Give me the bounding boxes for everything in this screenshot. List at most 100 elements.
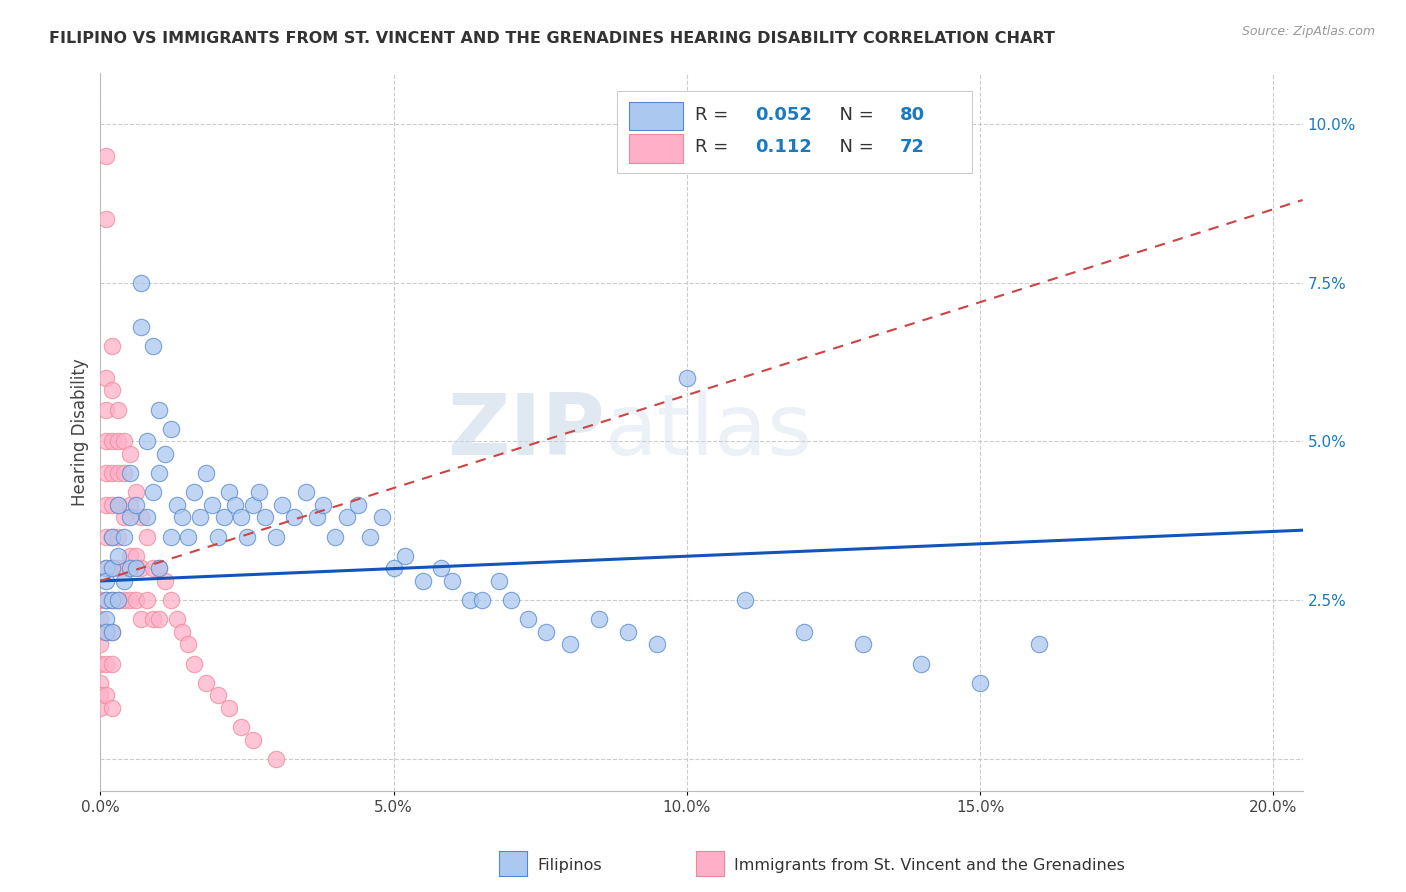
Point — [101, 466, 124, 480]
Point — [96, 498, 118, 512]
Point — [166, 498, 188, 512]
Point — [136, 529, 159, 543]
Point — [107, 593, 129, 607]
Point — [96, 624, 118, 639]
Point — [159, 593, 181, 607]
Point — [112, 510, 135, 524]
Point — [96, 593, 118, 607]
Point — [107, 466, 129, 480]
Point — [131, 612, 153, 626]
Point — [101, 701, 124, 715]
Point — [307, 510, 329, 524]
Point — [394, 549, 416, 563]
Point — [101, 624, 124, 639]
Point — [96, 657, 118, 671]
Point — [1028, 638, 1050, 652]
Point — [101, 593, 124, 607]
Point — [166, 612, 188, 626]
Point — [153, 447, 176, 461]
Point — [188, 510, 211, 524]
Point — [852, 638, 875, 652]
Text: Immigrants from St. Vincent and the Grenadines: Immigrants from St. Vincent and the Gren… — [734, 858, 1125, 872]
Text: N =: N = — [828, 138, 879, 156]
Point — [382, 561, 405, 575]
Point — [148, 402, 170, 417]
Point — [89, 657, 111, 671]
Point — [89, 624, 111, 639]
Point — [271, 498, 294, 512]
Point — [177, 638, 200, 652]
Point — [207, 688, 229, 702]
Point — [96, 561, 118, 575]
Point — [148, 561, 170, 575]
Point — [588, 612, 610, 626]
Point — [124, 561, 146, 575]
Point — [131, 510, 153, 524]
Point — [499, 593, 522, 607]
Point — [159, 529, 181, 543]
Point — [212, 510, 235, 524]
Point — [136, 593, 159, 607]
Point — [118, 561, 141, 575]
Point — [229, 510, 252, 524]
Point — [148, 561, 170, 575]
Point — [96, 212, 118, 227]
Point — [336, 510, 359, 524]
Point — [118, 593, 141, 607]
Point — [118, 549, 141, 563]
Text: N =: N = — [828, 105, 879, 124]
Point — [118, 510, 141, 524]
Point — [793, 624, 815, 639]
Point — [96, 466, 118, 480]
Point — [136, 434, 159, 449]
Point — [124, 485, 146, 500]
Point — [207, 529, 229, 543]
Point — [124, 593, 146, 607]
Text: R =: R = — [696, 138, 740, 156]
Point — [194, 466, 217, 480]
Point — [96, 574, 118, 588]
Point — [294, 485, 316, 500]
Text: FILIPINO VS IMMIGRANTS FROM ST. VINCENT AND THE GRENADINES HEARING DISABILITY CO: FILIPINO VS IMMIGRANTS FROM ST. VINCENT … — [49, 31, 1054, 46]
Point — [429, 561, 451, 575]
Point — [201, 498, 224, 512]
Point — [359, 529, 381, 543]
Point — [229, 720, 252, 734]
Point — [142, 561, 165, 575]
Point — [441, 574, 464, 588]
Y-axis label: Hearing Disability: Hearing Disability — [72, 358, 89, 506]
Point — [647, 638, 669, 652]
Point — [107, 498, 129, 512]
Point — [224, 498, 246, 512]
Point — [89, 638, 111, 652]
Point — [89, 701, 111, 715]
Point — [112, 593, 135, 607]
Point — [96, 624, 118, 639]
Point — [142, 485, 165, 500]
Point — [371, 510, 394, 524]
Point — [96, 561, 118, 575]
Point — [172, 624, 194, 639]
Point — [112, 574, 135, 588]
Point — [218, 701, 240, 715]
Point — [107, 549, 129, 563]
Point — [148, 466, 170, 480]
Point — [101, 529, 124, 543]
Point — [675, 371, 697, 385]
Point — [347, 498, 370, 512]
Text: 0.112: 0.112 — [755, 138, 813, 156]
Point — [136, 510, 159, 524]
Point — [107, 498, 129, 512]
Point — [89, 675, 111, 690]
FancyBboxPatch shape — [630, 134, 683, 162]
Point — [183, 657, 205, 671]
Point — [177, 529, 200, 543]
Text: R =: R = — [696, 105, 734, 124]
Point — [283, 510, 305, 524]
Point — [266, 752, 288, 766]
Point — [734, 593, 756, 607]
Point — [118, 498, 141, 512]
Point — [101, 657, 124, 671]
Point — [112, 529, 135, 543]
Point — [312, 498, 335, 512]
